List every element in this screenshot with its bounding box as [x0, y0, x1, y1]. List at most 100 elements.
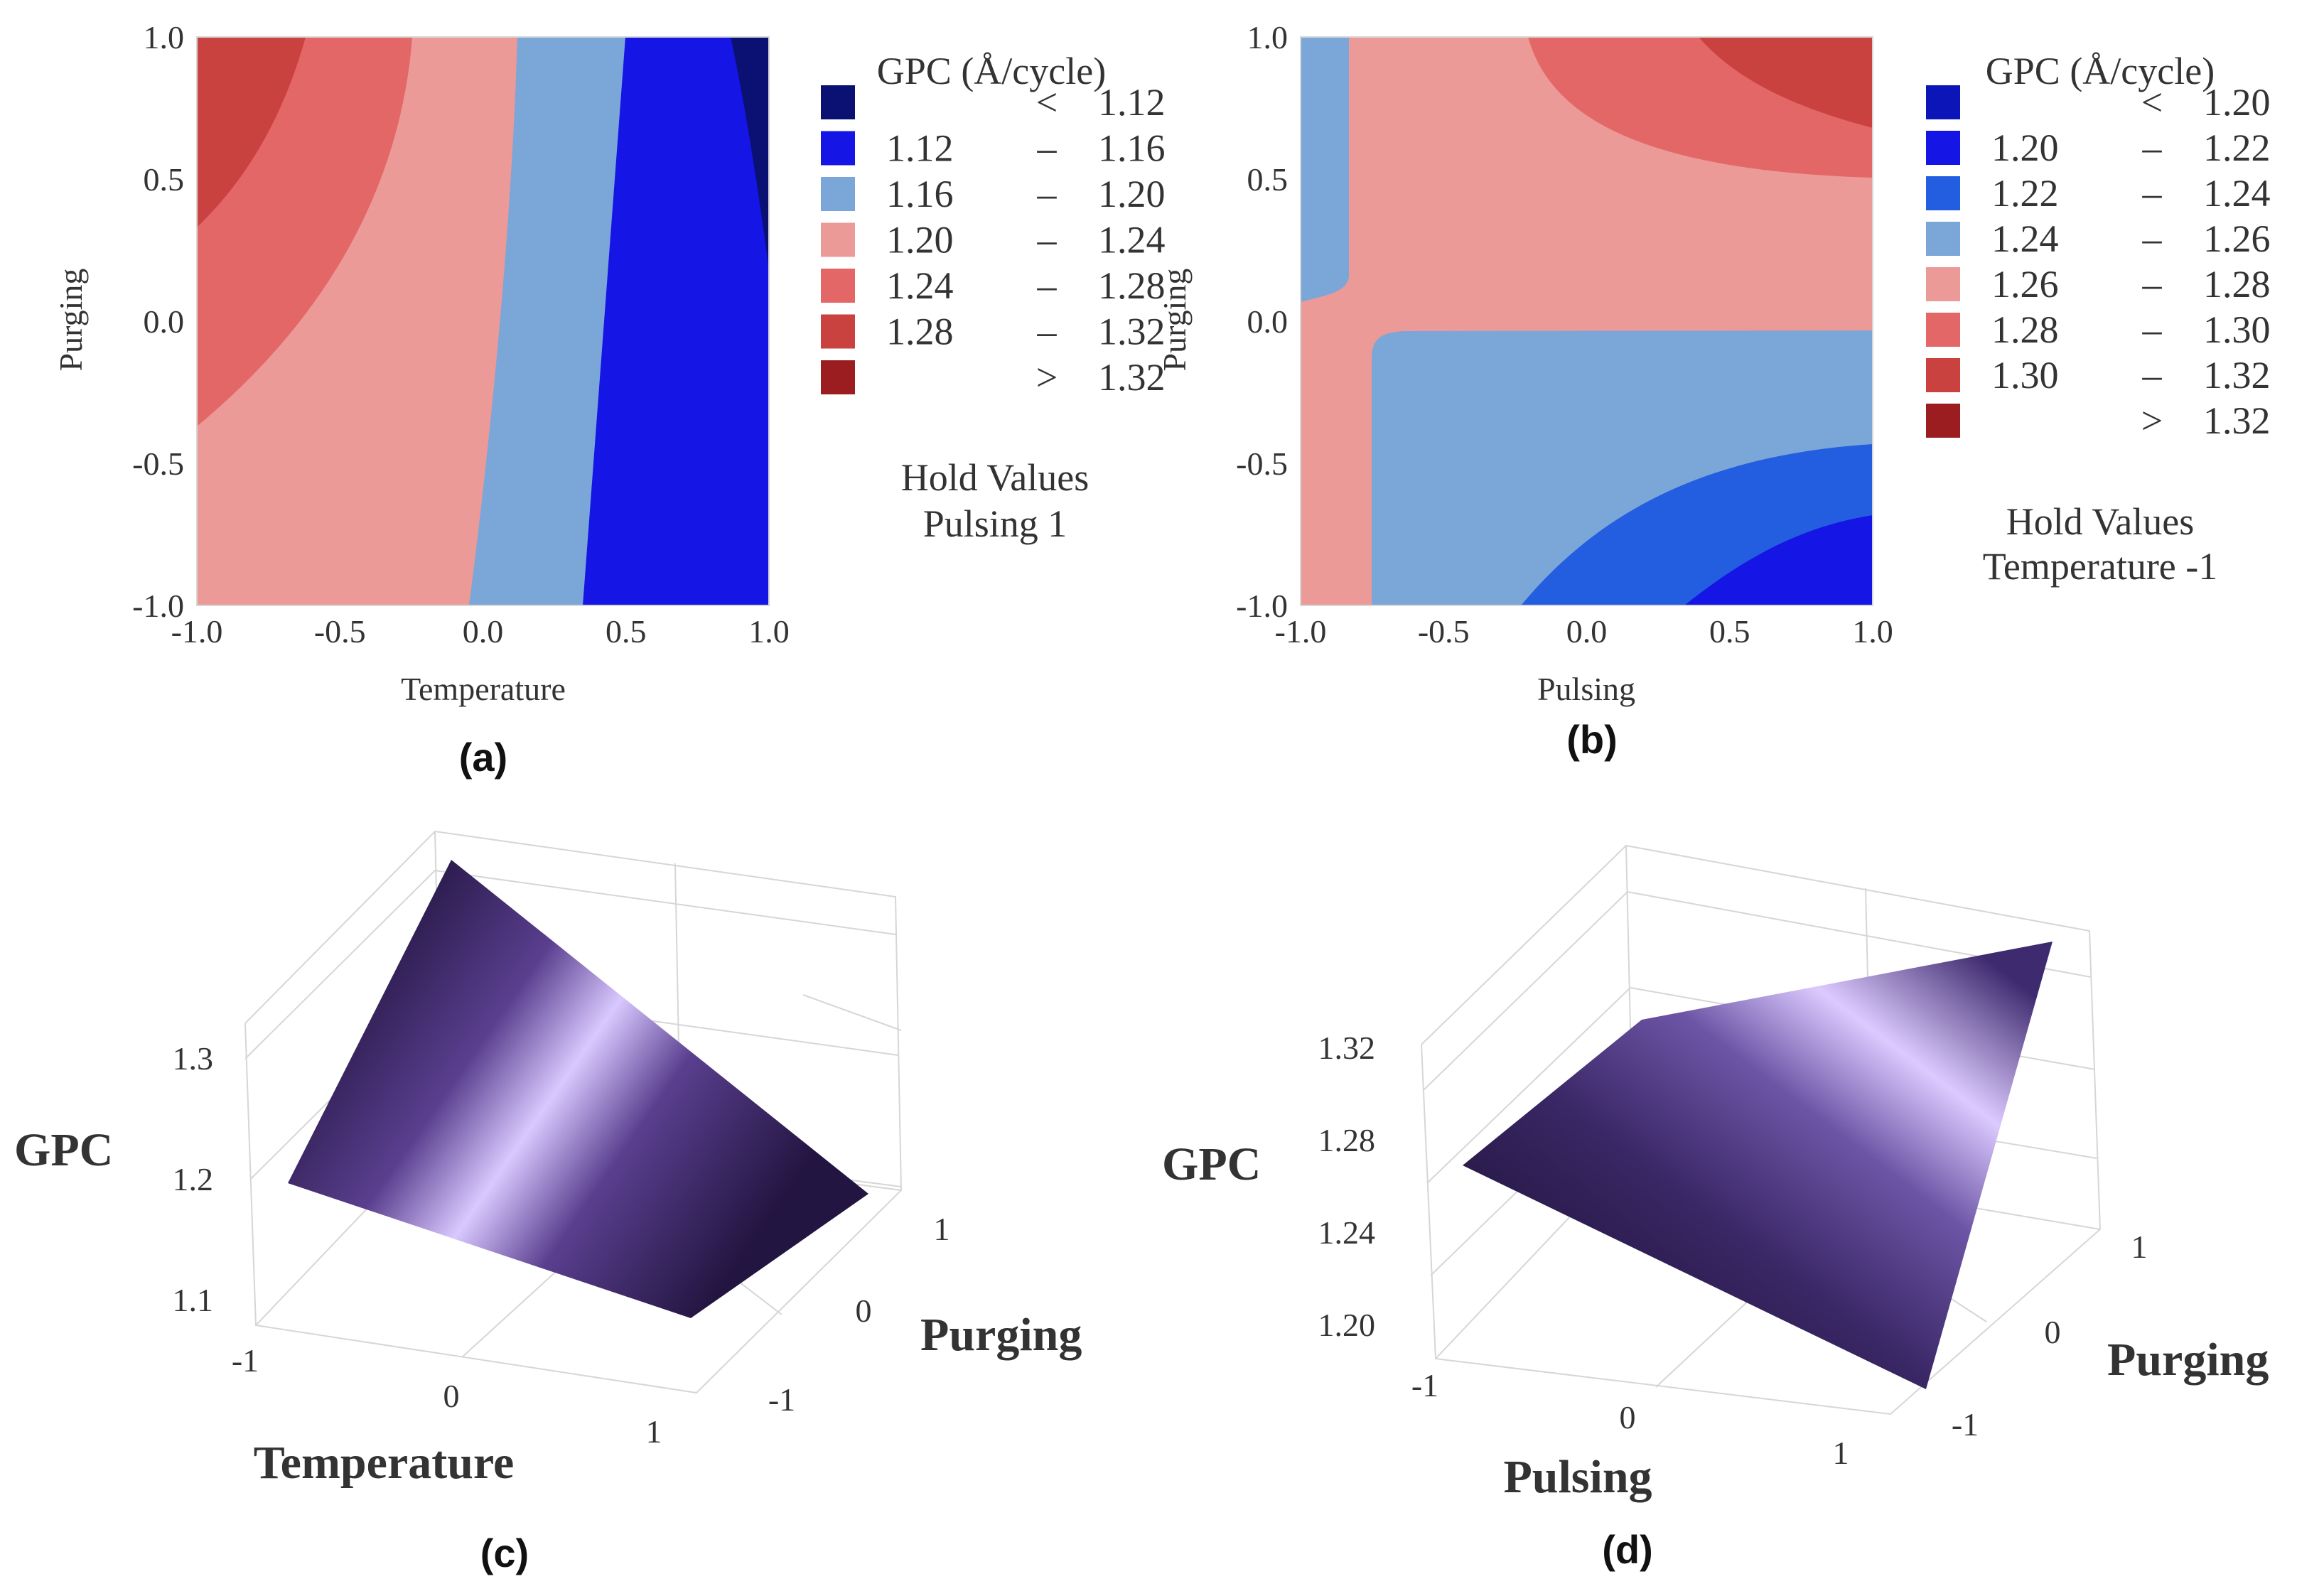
a-legend-swatch-3 [821, 222, 855, 257]
b-legend-lo-3: 1.24 [1991, 217, 2059, 260]
d-z-axis-label: GPC [1162, 1138, 1261, 1190]
b-legend-sep-1: – [2142, 126, 2163, 169]
a-legend-hi-6: 1.32 [1098, 356, 1166, 399]
a-legend-swatch-2 [821, 177, 855, 211]
b-legend-hi-6: 1.32 [2203, 354, 2271, 397]
c-y-axis-label: Purging [920, 1309, 1082, 1361]
c-x-tick-labels: -1 0 1 [232, 1342, 662, 1450]
a-x-tick-labels: -1.0 -0.5 0.0 0.5 1.0 [171, 613, 790, 649]
b-y-tick-2: 0.0 [1247, 303, 1289, 340]
c-x-axis-label: Temperature [254, 1437, 515, 1489]
a-x-tick-2: 0.0 [463, 613, 504, 649]
c-z-axis-label: GPC [14, 1124, 113, 1176]
d-x-tick-labels: -1 0 1 [1411, 1367, 1849, 1471]
d-x-tick-2: 1 [1833, 1435, 1849, 1471]
c-z-tick-2: 1.1 [173, 1282, 214, 1318]
c-y-tick-labels: 1 0 -1 [768, 1211, 950, 1418]
a-legend-lo-3: 1.20 [886, 219, 954, 261]
a-y-tick-3: -0.5 [132, 446, 184, 482]
b-legend-hi-3: 1.26 [2203, 217, 2271, 260]
a-y-tick-2: 0.0 [144, 303, 185, 340]
a-x-tick-4: 1.0 [748, 613, 790, 649]
b-legend-lo-2: 1.22 [1991, 172, 2059, 215]
a-legend-hi-1: 1.16 [1098, 127, 1166, 170]
panel-b-contour: -1.0 -0.5 0.0 0.5 1.0 1.0 0.5 0.0 -0.5 -1.0 Puls… [1156, 19, 2271, 762]
a-legend-title: GPC (Å/cycle) [877, 50, 1106, 92]
b-y-tick-4: -1.0 [1236, 588, 1288, 624]
b-x-tick-3: 0.5 [1709, 613, 1750, 649]
b-legend-swatch-1 [1926, 131, 1960, 165]
b-legend-swatch-3 [1926, 222, 1960, 256]
a-x-axis-label: Temperature [401, 671, 566, 707]
c-response-surface [288, 860, 868, 1318]
b-legend-lo-5: 1.28 [1991, 308, 2059, 351]
a-legend-hi-5: 1.32 [1098, 311, 1166, 353]
b-legend-title: GPC (Å/cycle) [1986, 50, 2215, 92]
a-legend-lo-1: 1.12 [886, 127, 954, 170]
a-hold-title: Hold Values [901, 456, 1090, 499]
b-legend-hi-1: 1.22 [2203, 126, 2271, 169]
b-legend-lo-6: 1.30 [1991, 354, 2059, 397]
panel-c-surface: 1.3 1.2 1.1 -1 0 1 1 0 -1 GPC Temperature Purg… [14, 830, 1082, 1575]
a-legend: GPC (Å/cycle) <1.121.12–1.161.16–1.201.2… [821, 50, 1166, 399]
b-x-axis-label: Pulsing [1537, 671, 1635, 707]
a-y-tick-4: -1.0 [132, 588, 184, 624]
b-legend-sep-0: < [2141, 81, 2163, 124]
a-legend-swatch-5 [821, 314, 855, 349]
b-y-tick-1: 0.5 [1247, 161, 1289, 198]
a-band-1.28-1.32 [197, 37, 306, 227]
d-x-axis-label: Pulsing [1503, 1451, 1652, 1503]
a-hold-value: Pulsing 1 [923, 502, 1067, 545]
a-legend-sep-4: – [1037, 264, 1058, 307]
d-y-axis-label: Purging [2107, 1334, 2269, 1386]
a-legend-sep-2: – [1037, 173, 1058, 215]
a-legend-sep-6: > [1036, 356, 1058, 399]
b-x-tick-4: 1.0 [1852, 613, 1893, 649]
b-legend-sep-6: – [2142, 354, 2163, 397]
a-legend-swatch-6 [821, 360, 855, 394]
b-y-tick-labels: 1.0 0.5 0.0 -0.5 -1.0 [1236, 19, 1288, 624]
b-hold-title: Hold Values [2006, 500, 2195, 543]
c-x-tick-1: 0 [443, 1378, 460, 1414]
b-legend-sep-7: > [2141, 399, 2163, 442]
b-legend-sep-4: – [2142, 263, 2163, 306]
a-legend-swatch-0 [821, 85, 855, 119]
panel-d-surface: 1.32 1.28 1.24 1.20 -1 0 1 1 0 -1 GPC Pulsing P… [1162, 844, 2269, 1572]
b-caption: (b) [1566, 717, 1618, 762]
a-x-tick-3: 0.5 [606, 613, 647, 649]
d-y-tick-1: 0 [2045, 1314, 2061, 1350]
panel-a-contour: -1.0 -0.5 0.0 0.5 1.0 1.0 0.5 0.0 -0.5 -1.0 Temp… [53, 19, 1166, 780]
c-y-tick-0: 1 [934, 1211, 950, 1247]
b-legend-sep-3: – [2142, 217, 2163, 260]
b-legend-swatch-2 [1926, 176, 1960, 210]
a-y-tick-1: 0.5 [144, 161, 185, 198]
b-legend: GPC (Å/cycle) <1.201.20–1.221.22–1.241.2… [1926, 50, 2271, 442]
a-legend-sep-5: – [1037, 311, 1058, 353]
a-legend-swatch-1 [821, 131, 855, 166]
a-legend-hi-0: 1.12 [1098, 81, 1166, 124]
b-legend-sep-2: – [2142, 172, 2163, 215]
a-x-tick-1: -0.5 [314, 613, 366, 649]
a-frame [196, 36, 770, 606]
c-y-tick-1: 0 [856, 1293, 872, 1329]
b-legend-swatch-0 [1926, 85, 1960, 119]
b-band-1.20-1.22 [1684, 515, 1873, 605]
a-x-tick-0: -1.0 [171, 613, 223, 649]
c-z-tick-labels: 1.3 1.2 1.1 [173, 1040, 214, 1318]
c-x-tick-2: 1 [646, 1413, 662, 1450]
c-z-tick-0: 1.3 [173, 1040, 214, 1077]
b-legend-swatch-5 [1926, 313, 1960, 347]
b-frame [1300, 36, 1873, 606]
b-legend-hi-0: 1.20 [2203, 81, 2271, 124]
d-response-surface [1463, 942, 2053, 1389]
a-legend-hi-2: 1.20 [1098, 173, 1166, 215]
d-x-tick-0: -1 [1411, 1367, 1438, 1403]
b-legend-hi-7: 1.32 [2203, 399, 2271, 442]
c-caption: (c) [480, 1531, 529, 1575]
a-y-tick-0: 1.0 [144, 19, 185, 55]
d-y-tick-0: 1 [2131, 1229, 2148, 1265]
a-legend-lo-4: 1.24 [886, 264, 954, 307]
a-y-axis-label: Purging [53, 269, 89, 372]
a-y-tick-labels: 1.0 0.5 0.0 -0.5 -1.0 [132, 19, 184, 624]
b-legend-hi-2: 1.24 [2203, 172, 2271, 215]
